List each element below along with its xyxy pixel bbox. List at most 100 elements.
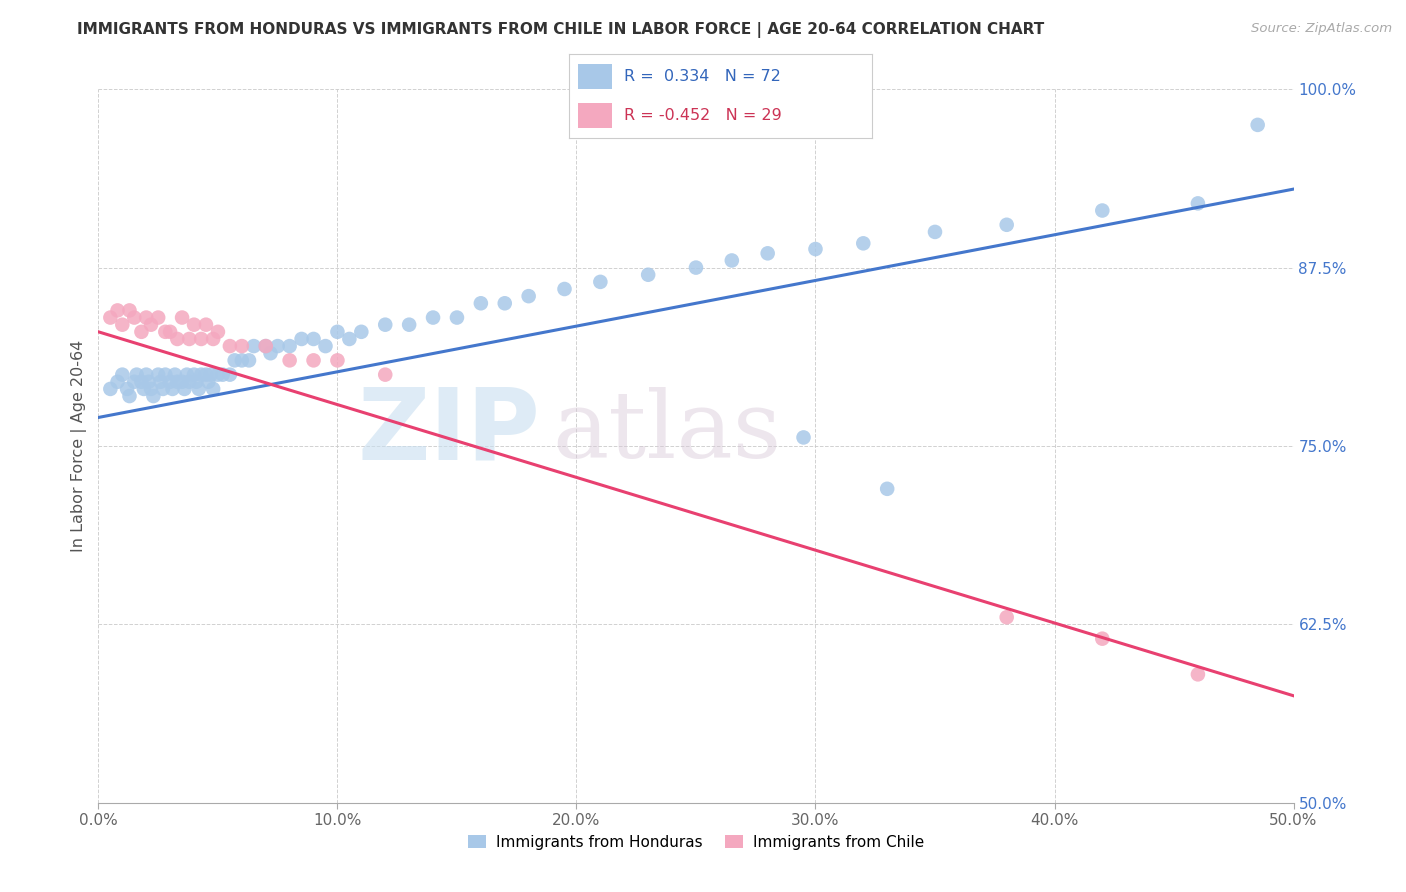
Point	[1091, 203, 1114, 218]
Point	[339, 332, 361, 346]
Point	[494, 296, 516, 310]
Point	[254, 339, 277, 353]
Point	[398, 318, 420, 332]
Point	[111, 368, 134, 382]
Point	[852, 236, 875, 251]
Point	[238, 353, 260, 368]
Point	[190, 332, 212, 346]
Point	[637, 268, 659, 282]
Point	[1187, 196, 1209, 211]
Point	[517, 289, 540, 303]
Point	[135, 310, 157, 325]
Legend: Immigrants from Honduras, Immigrants from Chile: Immigrants from Honduras, Immigrants fro…	[463, 829, 929, 855]
Point	[219, 339, 242, 353]
Point	[176, 368, 198, 382]
Point	[118, 303, 141, 318]
Point	[291, 332, 314, 346]
Point	[148, 368, 170, 382]
Point	[302, 332, 325, 346]
Point	[924, 225, 946, 239]
Point	[163, 368, 186, 382]
Point	[326, 325, 349, 339]
Point	[148, 310, 170, 325]
Bar	[578, 103, 612, 128]
Point	[259, 346, 281, 360]
Point	[118, 389, 141, 403]
Text: Source: ZipAtlas.com: Source: ZipAtlas.com	[1251, 22, 1392, 36]
Point	[138, 375, 160, 389]
Point	[159, 325, 181, 339]
Point	[173, 382, 195, 396]
Point	[183, 318, 205, 332]
Point	[190, 368, 212, 382]
Text: R =  0.334   N = 72: R = 0.334 N = 72	[624, 69, 780, 84]
Point	[139, 318, 162, 332]
Point	[172, 310, 194, 325]
Point	[756, 246, 779, 260]
Point	[995, 218, 1018, 232]
Point	[107, 303, 129, 318]
Point	[98, 382, 122, 396]
Point	[135, 368, 157, 382]
Point	[166, 375, 188, 389]
Text: IMMIGRANTS FROM HONDURAS VS IMMIGRANTS FROM CHILE IN LABOR FORCE | AGE 20-64 COR: IMMIGRANTS FROM HONDURAS VS IMMIGRANTS F…	[77, 22, 1045, 38]
Point	[172, 375, 194, 389]
Point	[231, 339, 253, 353]
Point	[876, 482, 898, 496]
Point	[1091, 632, 1114, 646]
Y-axis label: In Labor Force | Age 20-64: In Labor Force | Age 20-64	[72, 340, 87, 552]
Point	[202, 332, 225, 346]
Point	[326, 353, 349, 368]
Text: R = -0.452   N = 29: R = -0.452 N = 29	[624, 108, 782, 123]
Point	[149, 375, 172, 389]
Bar	[578, 63, 612, 89]
Point	[155, 368, 177, 382]
Point	[131, 375, 153, 389]
Point	[155, 325, 177, 339]
Point	[224, 353, 246, 368]
Point	[315, 339, 337, 353]
Point	[278, 339, 301, 353]
Point	[107, 375, 129, 389]
Point	[422, 310, 444, 325]
Point	[197, 375, 219, 389]
Point	[243, 339, 266, 353]
Point	[995, 610, 1018, 624]
Point	[195, 368, 218, 382]
Point	[1247, 118, 1270, 132]
Point	[589, 275, 612, 289]
Point	[446, 310, 468, 325]
Point	[115, 382, 138, 396]
Point	[721, 253, 744, 268]
Point	[186, 375, 208, 389]
Point	[302, 353, 325, 368]
Point	[132, 382, 155, 396]
Point	[374, 368, 396, 382]
Point	[219, 368, 242, 382]
Point	[195, 318, 218, 332]
Point	[200, 368, 222, 382]
Point	[159, 375, 181, 389]
Point	[207, 325, 229, 339]
Point	[793, 430, 815, 444]
Point	[554, 282, 576, 296]
Point	[202, 382, 225, 396]
Point	[124, 310, 146, 325]
Point	[179, 332, 201, 346]
Text: atlas: atlas	[553, 387, 782, 476]
Point	[267, 339, 290, 353]
Point	[804, 242, 827, 256]
Point	[142, 389, 165, 403]
Point	[166, 332, 188, 346]
Point	[98, 310, 122, 325]
Point	[179, 375, 201, 389]
Point	[111, 318, 134, 332]
Point	[187, 382, 209, 396]
Point	[207, 368, 229, 382]
Point	[685, 260, 707, 275]
Point	[470, 296, 492, 310]
Point	[131, 325, 153, 339]
Point	[211, 368, 233, 382]
Point	[162, 382, 184, 396]
Point	[231, 353, 253, 368]
